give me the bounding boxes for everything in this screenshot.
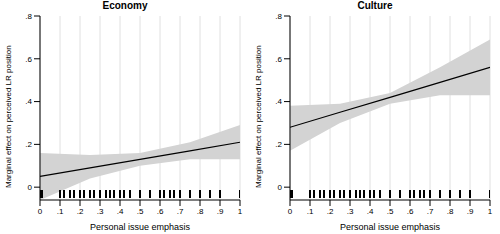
svg-text:.3: .3	[347, 207, 354, 216]
svg-text:.8: .8	[275, 12, 282, 21]
svg-text:Personal issue emphasis: Personal issue emphasis	[340, 222, 441, 232]
svg-text:.1: .1	[57, 207, 64, 216]
svg-text:.8: .8	[197, 207, 204, 216]
svg-text:.6: .6	[275, 55, 282, 64]
svg-text:.2: .2	[25, 140, 32, 149]
svg-text:1: 1	[238, 207, 243, 216]
svg-text:.4: .4	[367, 207, 374, 216]
html-text:Economy: Economy	[102, 0, 148, 11]
svg-text:.6: .6	[157, 207, 164, 216]
svg-text:0: 0	[28, 183, 33, 192]
svg-text:.5: .5	[387, 207, 394, 216]
svg-text:.1: .1	[307, 207, 314, 216]
svg-text:.8: .8	[447, 207, 454, 216]
svg-text:0: 0	[38, 207, 43, 216]
svg-text:0: 0	[278, 183, 283, 192]
svg-text:0: 0	[288, 207, 293, 216]
svg-text:.2: .2	[77, 207, 84, 216]
svg-text:.8: .8	[25, 12, 32, 21]
svg-text:.4: .4	[25, 97, 32, 106]
svg-text:.4: .4	[275, 97, 282, 106]
svg-text:.9: .9	[217, 207, 224, 216]
svg-text:.9: .9	[467, 207, 474, 216]
svg-text:Marginal effect on perceived L: Marginal effect on perceived LR position	[254, 45, 263, 188]
svg-text:Marginal effect on perceived L: Marginal effect on perceived LR position	[8, 45, 13, 188]
svg-text:.4: .4	[117, 207, 124, 216]
svg-text:.3: .3	[97, 207, 104, 216]
svg-text:.6: .6	[407, 207, 414, 216]
svg-text:.5: .5	[137, 207, 144, 216]
svg-text:.2: .2	[275, 140, 282, 149]
svg-text:.7: .7	[427, 207, 434, 216]
svg-text:.6: .6	[25, 55, 32, 64]
svg-text:Personal issue emphasis: Personal issue emphasis	[90, 222, 191, 232]
html-text:Culture: Culture	[357, 0, 393, 11]
svg-text:.7: .7	[177, 207, 184, 216]
svg-text:1: 1	[488, 207, 492, 216]
svg-text:.2: .2	[327, 207, 334, 216]
